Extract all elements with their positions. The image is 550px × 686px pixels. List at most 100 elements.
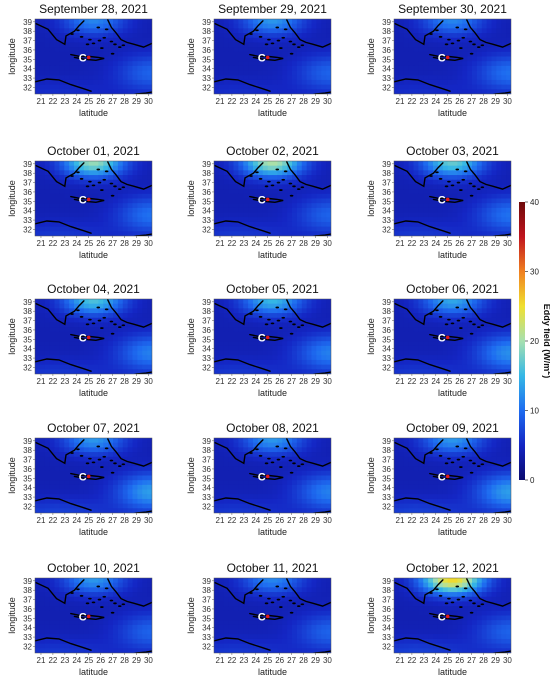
heatmap-cell xyxy=(49,331,56,338)
heatmap-cell xyxy=(214,23,220,29)
heatmap-cell xyxy=(44,51,51,58)
heatmap-cell xyxy=(496,165,502,171)
heatmap-cell xyxy=(108,508,114,513)
heatmap-cell xyxy=(228,336,235,342)
y-tick-label: 39 xyxy=(382,298,391,307)
heatmap-cell xyxy=(214,47,220,53)
heatmap-cell xyxy=(69,498,75,505)
heatmap-cell xyxy=(501,341,507,347)
heatmap-cell xyxy=(398,203,405,209)
heatmap-cell xyxy=(64,161,70,167)
heatmap-cell xyxy=(423,355,429,361)
coastline xyxy=(492,91,511,94)
heatmap-cell xyxy=(462,207,468,214)
x-tick-label: 23 xyxy=(419,97,428,106)
heatmap-cell xyxy=(433,327,439,333)
heatmap-cell xyxy=(83,350,90,356)
heatmap-cell xyxy=(423,341,429,347)
heatmap-cell xyxy=(326,350,331,356)
heatmap-cell xyxy=(423,161,429,167)
heatmap-cell xyxy=(501,226,507,232)
island-shape xyxy=(438,315,443,318)
y-tick-label: 33 xyxy=(382,216,391,225)
heatmap-cell xyxy=(54,461,60,467)
heatmap-cell xyxy=(272,184,278,190)
panel-frame xyxy=(213,160,332,237)
heatmap-cell xyxy=(296,456,303,463)
heatmap-cell xyxy=(137,207,143,214)
panel-title: October 07, 2021 xyxy=(47,421,140,435)
heatmap-cell xyxy=(223,23,230,29)
heatmap-cell xyxy=(253,175,259,181)
heatmap-cell xyxy=(287,207,293,214)
heatmap-cell xyxy=(491,28,497,34)
heatmap-cell xyxy=(69,322,75,328)
heatmap-cell xyxy=(117,447,124,453)
heatmap-cell xyxy=(108,193,114,200)
heatmap-cell xyxy=(306,79,313,86)
heatmap-cell xyxy=(277,212,283,218)
island-shape xyxy=(109,40,114,43)
heatmap-cell xyxy=(394,23,400,29)
heatmap-cell xyxy=(321,33,327,39)
heatmap-cell xyxy=(282,65,288,72)
heatmap-cell xyxy=(54,89,60,94)
heatmap-cell xyxy=(316,456,322,463)
coastline xyxy=(286,19,331,48)
heatmap-cell xyxy=(321,438,327,444)
heatmap-cell xyxy=(418,207,424,214)
heatmap-cell xyxy=(457,364,463,370)
heatmap-cell xyxy=(127,221,134,228)
heatmap-cell xyxy=(316,193,322,200)
heatmap-cell xyxy=(39,70,46,76)
heatmap-cell xyxy=(452,317,458,324)
heatmap-cell xyxy=(326,165,331,171)
heatmap-cell xyxy=(476,303,483,309)
heatmap-cell xyxy=(49,466,56,472)
heatmap-cell xyxy=(142,456,148,463)
heatmap-cell xyxy=(93,221,99,228)
heatmap-cell xyxy=(69,189,75,195)
island-shape xyxy=(267,318,271,321)
heatmap-cell xyxy=(398,369,405,374)
heatmap-cell xyxy=(54,508,60,513)
heatmap-cell xyxy=(117,65,124,72)
heatmap-cell xyxy=(248,350,254,356)
heatmap-cell xyxy=(59,47,65,53)
heatmap-cell xyxy=(117,42,124,48)
heatmap-cell xyxy=(218,350,225,356)
heatmap-cell xyxy=(452,23,458,29)
heatmap-cell xyxy=(462,170,468,176)
heatmap-cell xyxy=(462,212,468,218)
heatmap-cell xyxy=(316,313,322,319)
heatmap-cell xyxy=(74,452,80,458)
heatmap-cell xyxy=(44,503,51,509)
heatmap-cell xyxy=(54,489,60,495)
heatmap-cell xyxy=(413,175,419,181)
heatmap-cell xyxy=(321,313,327,319)
heatmap-cell xyxy=(462,341,468,347)
heatmap-cell xyxy=(248,179,254,186)
heatmap-cell xyxy=(223,369,230,374)
heatmap-cell xyxy=(398,217,405,223)
heatmap-cell xyxy=(398,359,405,366)
heatmap-cell xyxy=(117,51,124,58)
heatmap-cell xyxy=(292,480,298,486)
heatmap-cell xyxy=(311,212,317,218)
heatmap-cell xyxy=(35,165,41,171)
y-tick-label: 39 xyxy=(382,18,391,27)
heatmap-cell xyxy=(267,170,274,176)
heatmap-cell xyxy=(272,317,278,324)
heatmap-cell xyxy=(223,317,230,324)
heatmap-cell xyxy=(394,161,400,167)
island-shape xyxy=(270,322,275,325)
heatmap-cell xyxy=(262,161,269,167)
heatmap-cell xyxy=(113,61,119,67)
heatmap-cell xyxy=(44,75,51,81)
heatmap-cell xyxy=(306,221,313,228)
heatmap-cell xyxy=(447,42,454,48)
heatmap-cell xyxy=(108,217,114,223)
heatmap-cell xyxy=(233,47,239,53)
heatmap-cell xyxy=(501,331,507,338)
heatmap-cell xyxy=(93,23,99,29)
